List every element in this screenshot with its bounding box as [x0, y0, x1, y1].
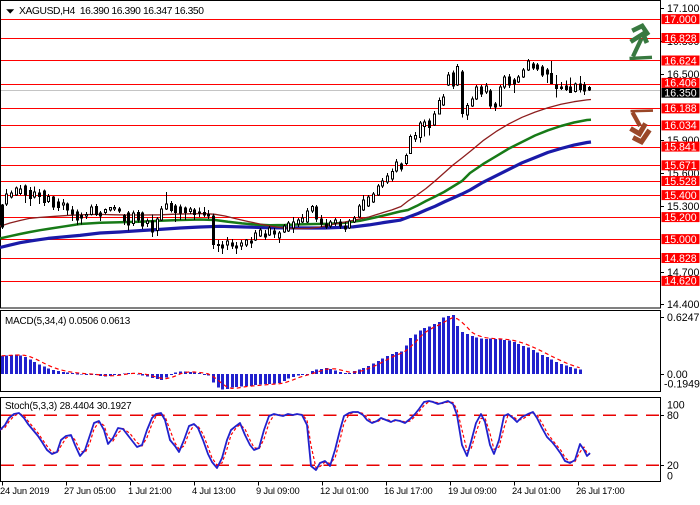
svg-text:80: 80 [667, 410, 679, 422]
svg-text:100: 100 [667, 400, 685, 412]
svg-text:16.034: 16.034 [664, 120, 697, 132]
svg-text:17.100: 17.100 [667, 3, 700, 15]
svg-text:14.400: 14.400 [667, 299, 700, 311]
svg-text:26 Jul 17:00: 26 Jul 17:00 [576, 485, 624, 496]
svg-text:15.528: 15.528 [664, 176, 697, 188]
svg-text:-0.1949: -0.1949 [664, 379, 700, 391]
svg-text:15.841: 15.841 [664, 141, 697, 153]
svg-text:16.624: 16.624 [664, 55, 697, 67]
svg-text:1 Jul 21:00: 1 Jul 21:00 [128, 485, 171, 496]
svg-text:14.620: 14.620 [664, 276, 697, 288]
svg-text:15.400: 15.400 [664, 190, 697, 202]
svg-text:17.000: 17.000 [664, 14, 697, 26]
svg-text:16 Jul 17:00: 16 Jul 17:00 [384, 485, 432, 496]
svg-text:Stoch(5,3,3) 28.4404 30.1927: Stoch(5,3,3) 28.4404 30.1927 [5, 401, 131, 412]
svg-text:16.350: 16.350 [664, 87, 697, 99]
svg-text:15.300: 15.300 [667, 201, 700, 213]
svg-text:24 Jul 01:00: 24 Jul 01:00 [512, 485, 560, 496]
svg-text:27 Jun 05:00: 27 Jun 05:00 [64, 485, 116, 496]
svg-text:15.200: 15.200 [664, 212, 697, 224]
svg-text:12 Jul 01:00: 12 Jul 01:00 [320, 485, 368, 496]
svg-text:MACD(5,34,4) 0.0506 0.0613: MACD(5,34,4) 0.0506 0.0613 [5, 316, 131, 327]
svg-text:4 Jul 13:00: 4 Jul 13:00 [192, 485, 235, 496]
svg-text:16.406: 16.406 [664, 78, 697, 90]
svg-text:0: 0 [667, 471, 673, 483]
svg-text:15.000: 15.000 [664, 234, 697, 246]
svg-text:24 Jun 2019: 24 Jun 2019 [0, 485, 49, 496]
svg-text:20: 20 [667, 460, 679, 472]
svg-text:15.671: 15.671 [664, 160, 697, 172]
svg-text:16.828: 16.828 [664, 33, 697, 45]
svg-text:XAGUSD,H4 16.390 16.390 16.34: XAGUSD,H4 16.390 16.390 16.347 16.350 [19, 6, 204, 17]
svg-text:0.6247: 0.6247 [667, 312, 700, 324]
svg-text:14.828: 14.828 [664, 253, 697, 265]
svg-text:9 Jul 09:00: 9 Jul 09:00 [256, 485, 299, 496]
svg-text:19 Jul 09:00: 19 Jul 09:00 [448, 485, 496, 496]
svg-text:0.00: 0.00 [667, 369, 688, 381]
svg-text:16.188: 16.188 [664, 103, 697, 115]
